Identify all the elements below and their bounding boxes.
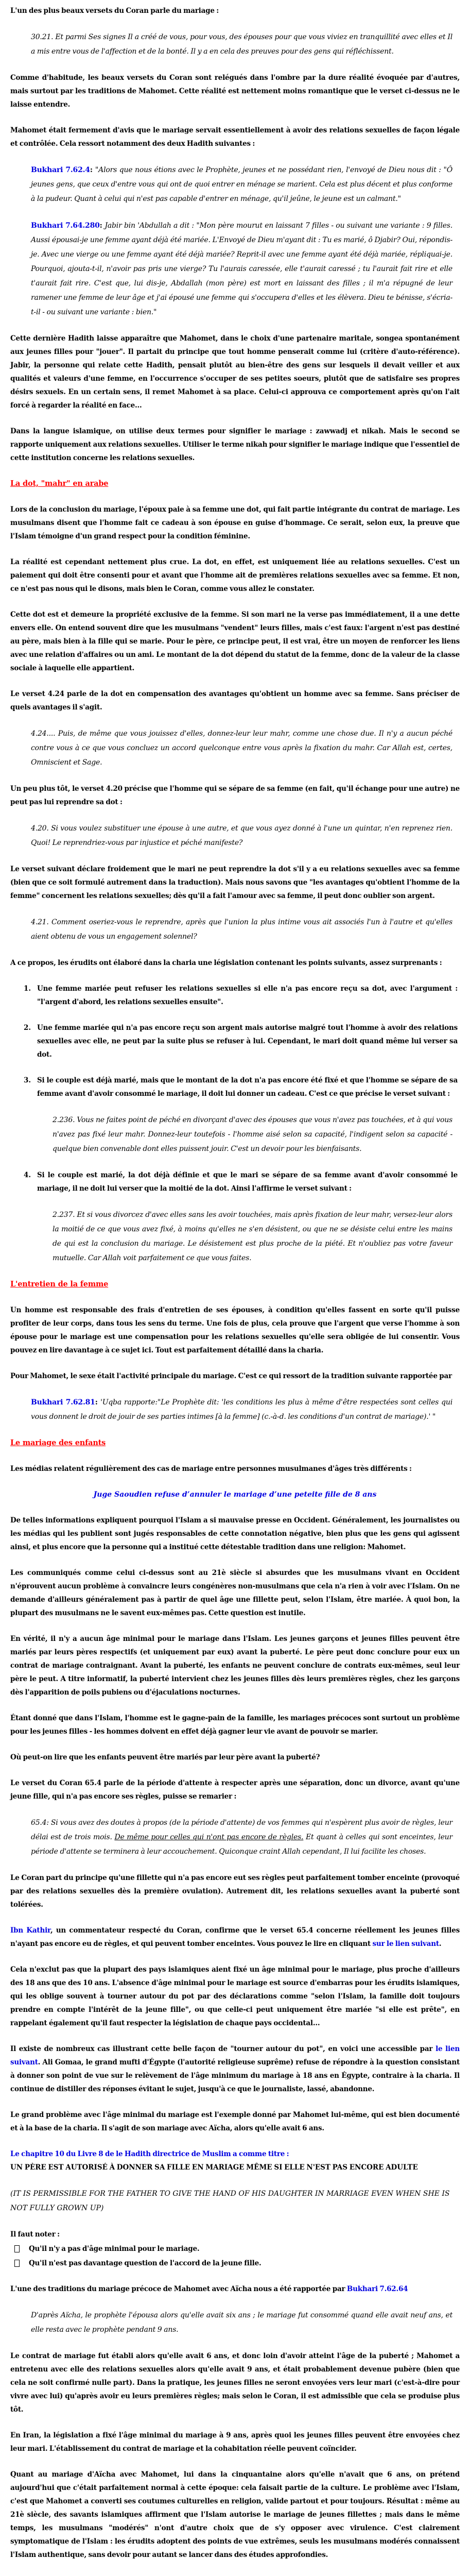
paragraph: Le Coran part du principe qu'une fillett… <box>10 1874 460 1909</box>
paragraph: Ibn Kathir, un commentateur respecté du … <box>10 1924 460 1951</box>
list-item-text: Si le couple est marié, la dot déjà défi… <box>37 1171 458 1193</box>
hadith-text: "Alors que nous étions avec le Prophète,… <box>31 166 452 203</box>
paragraph: A ce propos, les érudits ont élaboré dan… <box>10 959 442 967</box>
paragraph: L'une des traditions du mariage précoce … <box>10 2282 460 2296</box>
hadith-quote: D'après Aïcha, le prophète l'épousa alor… <box>31 2311 452 2334</box>
hadith-ref-link[interactable]: Bukhari 7.64.280 <box>31 222 100 230</box>
paragraph: De telles informations expliquent pourqu… <box>10 1516 460 1551</box>
list-item-text: Si le couple est déjà marié, mais que le… <box>37 1076 458 1098</box>
section-heading-entretien: L'entretien de la femme <box>10 1280 109 1289</box>
numbered-list-item: 1. Une femme mariée peut refuser les rela… <box>24 982 460 1009</box>
paragraph: Un homme est responsable des frais d'ent… <box>10 1306 460 1354</box>
paragraph: En vérité, il n'y a aucun âge minimal po… <box>10 1635 460 1697</box>
section-heading-dot: La dot, "mahr" en arabe <box>10 479 109 488</box>
bullet-text: Qu'il n'est pas davantage question de l'… <box>29 2259 262 2267</box>
numbered-list-item: 4. Si le couple est marié, la dot déjà dé… <box>24 1168 460 1195</box>
paragraph: Cela n'exclut pas que la plupart des pay… <box>10 1965 460 2027</box>
separator: : <box>90 166 95 174</box>
paragraph: Il faut noter : <box>10 2230 60 2239</box>
hadith-text: Jabir bin 'Abdullah a dit : "Mon père mo… <box>31 222 452 316</box>
paragraph: Il existe de nombreux cas illustrant cet… <box>10 2042 460 2096</box>
bullet-item: Qu'il n'y a pas d'âge minimal pour le ma… <box>14 2242 460 2256</box>
paragraph: Les médias relatent régulièrement des ca… <box>10 1465 412 1473</box>
paragraph: Le verset suivant déclare froidement que… <box>10 865 460 900</box>
paragraph: La réalité est cependant nettement plus … <box>10 558 460 593</box>
paragraph: Un peu plus tôt, le verset 4.20 précise … <box>10 785 460 806</box>
paragraph: Dans la langue islamique, on utilise deu… <box>10 427 460 462</box>
quran-verse-quote: 4.20. Si vous voulez substituer une épou… <box>31 824 452 847</box>
separator: : <box>95 1398 101 1406</box>
hadith-ref-link[interactable]: Bukhari 7.62.4 <box>31 166 90 174</box>
paragraph: Si toutes ces prescriptions sont examiné… <box>10 2574 460 2576</box>
paragraph: Cette dot est et demeure la propriété ex… <box>10 611 460 672</box>
quran-verse-quote: 4.24.... Puis, de même que vous jouissez… <box>31 730 452 767</box>
paragraph: Étant donné que dans l'Islam, l'homme es… <box>10 1714 460 1736</box>
bullet-item: Qu'il n'est pas davantage question de l'… <box>14 2257 460 2270</box>
verse-text-underlined: De même pour celles qui n'ont pas encore… <box>114 1833 304 1841</box>
quran-verse-quote: 4.21. Comment oseriez-vous le reprendre,… <box>31 918 452 941</box>
list-number: 3. <box>24 1076 31 1084</box>
quran-verse-quote: 65.4: Si vous avez des doutes à propos (… <box>31 1816 452 1859</box>
muslim-hadith-chapter-link[interactable]: Le chapitre 10 du Livre 8 de le Hadith d… <box>10 2150 289 2158</box>
paragraph: Le verset du Coran 65.4 parle de la péri… <box>10 1779 460 1801</box>
paragraph-text: . <box>439 1940 442 1948</box>
numbered-list-item: 3. Si le couple est déjà marié, mais que … <box>24 1074 460 1100</box>
paragraph: Quant au mariage d'Aïcha avec Mahomet, l… <box>10 2470 460 2559</box>
verse-text: 65.4: Si vous avez des doutes à propos (… <box>31 1819 452 1841</box>
paragraph: Lors de la conclusion du mariage, l'épou… <box>10 505 460 540</box>
quran-verse-quote: 30.21. Et parmi Ses signes Il a créé de … <box>31 33 452 56</box>
missing-glyph-bullet-icon <box>14 2245 20 2252</box>
list-number: 1. <box>24 985 31 993</box>
hadith-quote: Bukhari 7.62.4: "Alors que nous étions a… <box>31 163 452 206</box>
paragraph: Où peut-on lire que les enfants peuvent … <box>10 1753 320 1761</box>
paragraph-text: . Ali Gomaa, le grand mufti d'Égypte (l'… <box>10 2058 460 2093</box>
numbered-list-item: 2. Une femme mariée qui n'a pas encore re… <box>24 1021 460 1061</box>
paragraph: L'un des plus beaux versets du Coran par… <box>10 7 219 15</box>
chapter-title-block: Le chapitre 10 du Livre 8 de le Hadith d… <box>10 2147 460 2174</box>
paragraph: Cette dernière Hadith laisse apparaître … <box>10 334 460 410</box>
list-item-text: Une femme mariée peut refuser les relati… <box>37 985 458 1006</box>
paragraph-text: , un commentateur respecté du Coran, con… <box>10 1926 460 1948</box>
hadith-quote: Bukhari 7.62.81: 'Uqba rapporte:"Le Prop… <box>31 1395 452 1424</box>
list-number: 4. <box>24 1171 31 1179</box>
paragraph: Le contrat de mariage fut établi alors q… <box>10 2352 460 2414</box>
verse-text: Et quant à celles qui sont enceintes, le… <box>31 1833 452 1856</box>
news-article-link[interactable]: Juge Saoudien refuse d’annuler le mariag… <box>93 1490 377 1499</box>
missing-glyph-bullet-icon <box>14 2260 20 2267</box>
hadith-ref-link[interactable]: Bukhari 7.62.81 <box>31 1398 95 1406</box>
paragraph: Le grand problème avec l'âge minimal du … <box>10 2111 460 2132</box>
paragraph: Les communiqués comme celui ci-dessus so… <box>10 1569 460 1617</box>
chapter-title-caps: UN PÈRE EST AUTORISÉ À DONNER SA FILLE E… <box>10 2163 418 2172</box>
list-item-text: Une femme mariée qui n'a pas encore reçu… <box>37 1024 458 1059</box>
hadith-text: 'Uqba rapporte:"Le Prophète dit: 'les co… <box>31 1398 452 1421</box>
paragraph-text: L'une des traditions du mariage précoce … <box>10 2285 347 2293</box>
paragraph: Mahomet était fermement d'avis que le ma… <box>10 126 460 148</box>
hadith-quote: Bukhari 7.64.280: Jabir bin 'Abdullah a … <box>31 218 452 319</box>
paragraph: Le verset 4.24 parle de la dot en compen… <box>10 690 460 711</box>
list-number: 2. <box>24 1024 31 1032</box>
separator: : <box>99 222 105 230</box>
ibn-kathir-link[interactable]: Ibn Kathir <box>10 1926 50 1935</box>
hadith-ref-link[interactable]: Bukhari 7.62.64 <box>346 2285 408 2293</box>
quran-verse-quote: 2.236. Vous ne faites point de péché en … <box>53 1116 452 1153</box>
chapter-title-english: (IT IS PERMISSIBLE FOR THE FATHER TO GIV… <box>10 2190 450 2212</box>
quran-verse-quote: 2.237. Et si vous divorcez d'avec elles … <box>53 1211 452 1262</box>
external-link[interactable]: le lien suivant <box>10 2045 460 2066</box>
external-link[interactable]: sur le lien suivant <box>372 1940 439 1948</box>
paragraph-text: Il existe de nombreux cas illustrant cet… <box>10 2045 436 2053</box>
paragraph: En Iran, la législation a fixé l'âge min… <box>10 2431 460 2453</box>
bullet-text: Qu'il n'y a pas d'âge minimal pour le ma… <box>29 2245 200 2253</box>
paragraph: Comme d'habitude, les beaux versets du C… <box>10 74 460 109</box>
section-heading-mariage-enfants: Le mariage des enfants <box>10 1438 106 1447</box>
paragraph: Pour Mahomet, le sexe était l'activité p… <box>10 1372 452 1380</box>
